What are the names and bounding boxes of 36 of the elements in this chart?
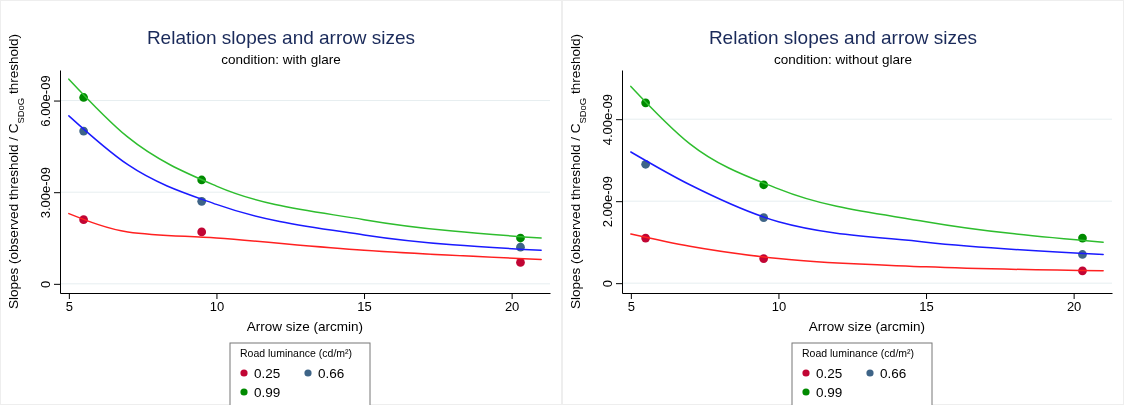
x-tick-label: 5 [627,299,635,315]
chart-title: Relation slopes and arrow sizes [708,27,978,48]
line-series [68,115,542,251]
chart-subtitle: condition: with glare [221,52,341,67]
x-tick-label: 10 [771,299,787,315]
x-tick-label: 20 [1066,299,1082,315]
x-tick-label: 20 [504,299,520,315]
legend-label: 0.66 [318,366,345,381]
legend-label: 0.99 [254,385,281,400]
line-series [630,151,1104,256]
legend-title: Road luminance (cd/m²) [802,347,915,359]
chart-subtitle: condition: without glare [773,52,913,67]
y-tick-label: 0 [600,280,615,288]
line-series [68,78,542,239]
line-series [630,85,1104,243]
y-tick-label: 4.00e-09 [600,94,615,146]
legend-label: 0.99 [816,385,843,400]
x-tick-label: 5 [65,299,73,315]
x-axis-title: Arrow size (arcmin) [808,319,926,334]
legend-title: Road luminance (cd/m²) [240,347,353,359]
line-series [630,233,1104,272]
x-tick-label: 10 [209,299,225,315]
legend-label: 0.25 [816,366,843,381]
legend-label: 0.25 [254,366,281,381]
chart-title: Relation slopes and arrow sizes [146,27,416,48]
point [197,227,207,237]
y-tick-label: 2.00e-09 [600,176,615,228]
legend-label: 0.66 [880,366,907,381]
y-tick-label: 0 [38,280,53,288]
y-tick-label: 3.00e-09 [38,167,53,219]
x-tick-label: 15 [357,299,372,315]
x-axis-title: Arrow size (arcmin) [246,319,364,334]
line-series [68,212,542,261]
y-tick-label: 6.00e-09 [38,75,53,127]
point [516,258,525,267]
x-tick-label: 15 [919,299,934,315]
